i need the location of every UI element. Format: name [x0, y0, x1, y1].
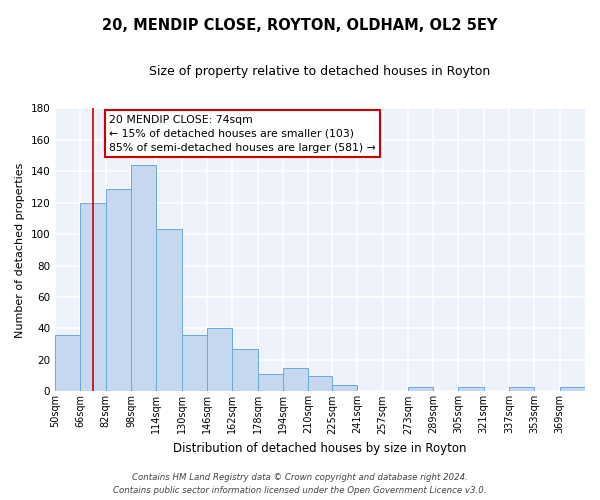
Y-axis label: Number of detached properties: Number of detached properties — [15, 162, 25, 338]
Bar — [560, 386, 585, 392]
Text: 20, MENDIP CLOSE, ROYTON, OLDHAM, OL2 5EY: 20, MENDIP CLOSE, ROYTON, OLDHAM, OL2 5E… — [103, 18, 497, 32]
Bar — [80, 202, 106, 392]
Bar — [308, 376, 332, 392]
Bar — [55, 335, 80, 392]
Text: Contains HM Land Registry data © Crown copyright and database right 2024.
Contai: Contains HM Land Registry data © Crown c… — [113, 474, 487, 495]
Bar — [232, 349, 257, 392]
Bar — [207, 328, 232, 392]
Bar — [182, 335, 207, 392]
Bar — [332, 385, 357, 392]
Text: 20 MENDIP CLOSE: 74sqm
← 15% of detached houses are smaller (103)
85% of semi-de: 20 MENDIP CLOSE: 74sqm ← 15% of detached… — [109, 114, 376, 152]
Bar — [509, 386, 535, 392]
Bar — [106, 188, 131, 392]
Bar — [458, 386, 484, 392]
Bar — [283, 368, 308, 392]
Bar — [408, 386, 433, 392]
Bar — [257, 374, 283, 392]
Bar — [157, 230, 182, 392]
Title: Size of property relative to detached houses in Royton: Size of property relative to detached ho… — [149, 65, 491, 78]
X-axis label: Distribution of detached houses by size in Royton: Distribution of detached houses by size … — [173, 442, 467, 455]
Bar — [131, 165, 157, 392]
